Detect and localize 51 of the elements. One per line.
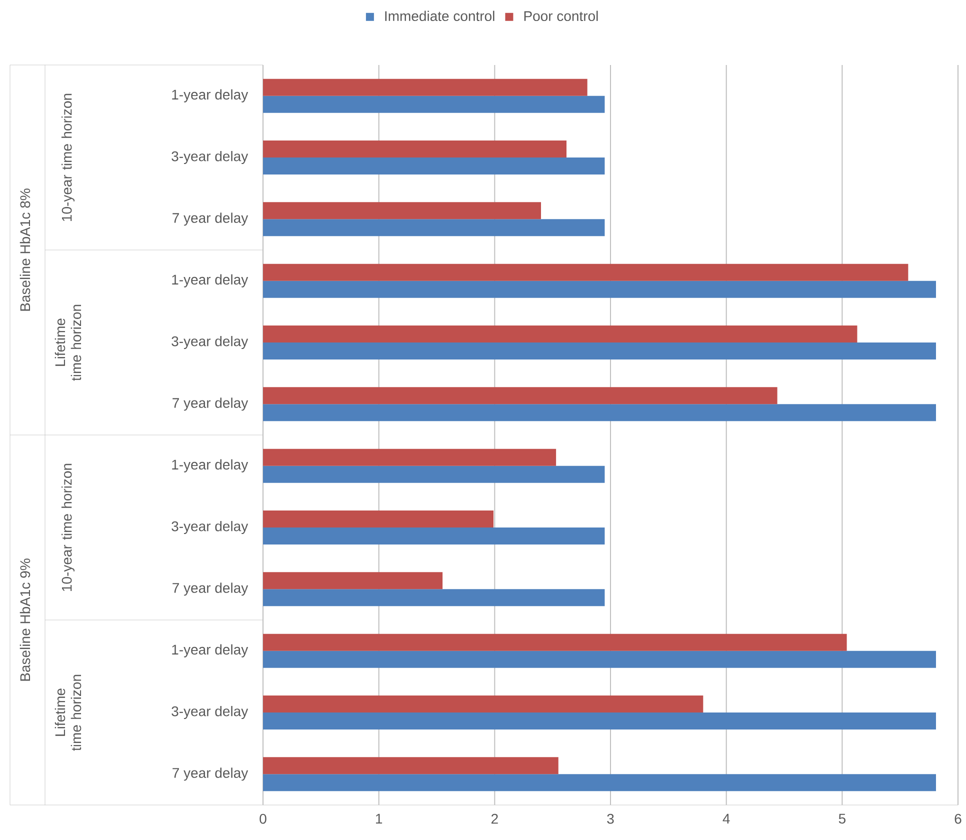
bar (263, 96, 605, 113)
bar (263, 589, 605, 606)
x-tick-label: 4 (722, 814, 730, 824)
bar (263, 387, 778, 404)
bar (263, 695, 704, 712)
x-tick-label: 1 (376, 814, 382, 824)
text: 10-year time horizon (61, 94, 75, 222)
bar (263, 650, 936, 668)
y-tick-label: 7 year delay (172, 582, 248, 596)
x-tick-label: 5 (838, 814, 846, 824)
y-tick-label: 1-year delay (172, 274, 248, 288)
y-tick-label: 7 year delay (172, 768, 248, 781)
bar (263, 157, 605, 174)
text: Lifetime time horizon (54, 674, 82, 751)
bar (263, 510, 494, 528)
y-tick-label: 3-year delay (172, 520, 248, 534)
y-tick-label: 1-year delay (172, 644, 248, 658)
y-tick-label: 7 year delay (172, 398, 248, 411)
bar (263, 325, 858, 342)
y-tick-label: 1-year delay (172, 459, 248, 472)
bar (263, 219, 605, 236)
x-tick-label: 3 (607, 814, 614, 824)
y-tick-label: 3-year delay (172, 706, 248, 720)
bar (263, 448, 556, 466)
y-tick-label: 7 year delay (172, 212, 248, 226)
bar (263, 342, 936, 360)
y-tick-label: 3-year delay (172, 150, 248, 164)
text: Baseline HbA1c 8% (20, 188, 30, 311)
legend-label: Immediate control (385, 10, 494, 22)
bar (263, 404, 936, 422)
text: Lifetime time horizon (54, 304, 82, 381)
bar (263, 527, 605, 544)
bar (263, 466, 605, 483)
bar (263, 140, 566, 158)
bar (263, 264, 908, 281)
x-tick-label: 6 (954, 814, 962, 824)
bar (263, 712, 936, 730)
x-tick-label: 0 (260, 814, 266, 824)
bar (263, 757, 558, 774)
text: Baseline HbA1c 9% (20, 558, 30, 681)
bar (263, 774, 936, 792)
bar (263, 634, 847, 651)
legend-label: Poor control (524, 10, 598, 22)
bar (263, 572, 443, 590)
bar (263, 202, 542, 220)
y-tick-label: 3-year delay (172, 336, 248, 350)
bar (263, 78, 588, 96)
text: 10-year time horizon (61, 464, 75, 591)
y-tick-label: 1-year delay (172, 89, 248, 102)
x-tick-label: 2 (491, 814, 498, 824)
bar (263, 280, 936, 298)
